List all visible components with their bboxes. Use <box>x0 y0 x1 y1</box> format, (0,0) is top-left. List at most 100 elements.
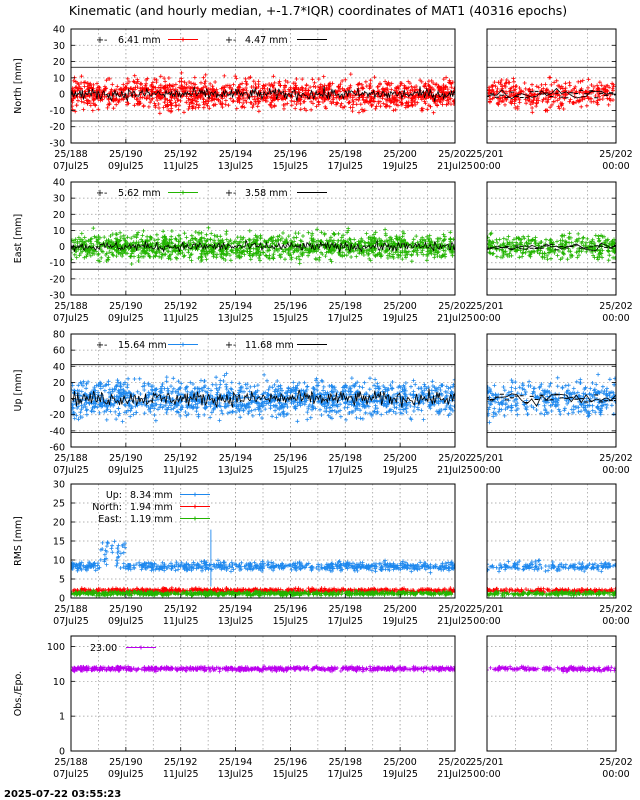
series-hourly-median-line <box>487 87 616 100</box>
series-hourly-median-line <box>71 388 455 408</box>
x-tick-label: 25/188 <box>54 453 87 464</box>
legend-name: Up: <box>106 490 122 501</box>
y-tick-label: -20 <box>49 410 65 421</box>
x-tick-sublabel: 09Jul25 <box>108 465 144 476</box>
x-tick-sublabel: 15Jul25 <box>273 313 309 324</box>
x-tick-sublabel: 09Jul25 <box>108 769 144 780</box>
legend-label: 1.94 mm <box>130 502 173 513</box>
rms-zoom-marks <box>487 558 616 598</box>
legend-prefix: +- <box>225 35 236 46</box>
x-tick-sublabel: 07Jul25 <box>53 465 89 476</box>
x-tick-sublabel: 00:00 <box>473 161 500 172</box>
y-tick-label: 0 <box>59 747 65 758</box>
rms-zoom-grid <box>487 483 616 599</box>
y-tick-label: 100 <box>47 642 65 653</box>
x-tick-sublabel: 00:00 <box>602 465 629 476</box>
x-tick-label: 25/188 <box>54 757 87 768</box>
x-tick-label: 25/198 <box>329 301 362 312</box>
legend-prefix: +- <box>96 340 107 351</box>
x-tick-label: 25/196 <box>274 757 307 768</box>
legend-name: North: <box>92 502 122 513</box>
x-tick-sublabel: 07Jul25 <box>53 313 89 324</box>
x-tick-sublabel: 00:00 <box>602 616 629 627</box>
north-ylabel: North [mm] <box>13 58 24 114</box>
x-tick-sublabel: 21Jul25 <box>437 616 473 627</box>
rms-ylabel: RMS [mm] <box>13 516 24 566</box>
y-tick-label: 80 <box>53 330 65 341</box>
x-tick-label: 25/202 <box>438 149 471 160</box>
x-tick-sublabel: 00:00 <box>602 313 629 324</box>
y-tick-label: 40 <box>53 178 65 189</box>
north-zoom-marks <box>487 75 616 115</box>
y-tick-label: 10 <box>53 226 65 237</box>
x-tick-sublabel: 19Jul25 <box>382 161 418 172</box>
x-tick-label: 25/194 <box>219 301 252 312</box>
y-tick-label: 10 <box>53 73 65 84</box>
x-tick-sublabel: 17Jul25 <box>327 616 363 627</box>
x-tick-sublabel: 13Jul25 <box>218 313 254 324</box>
north-main-marks <box>71 70 455 116</box>
x-tick-sublabel: 09Jul25 <box>108 616 144 627</box>
x-tick-label: 25/202 <box>438 301 471 312</box>
x-tick-label: 25/200 <box>383 604 416 615</box>
legend-label: 8.34 mm <box>130 490 173 501</box>
legend-prefix: +- <box>96 35 107 46</box>
x-tick-sublabel: 21Jul25 <box>437 313 473 324</box>
x-tick-label: 25/202 <box>438 757 471 768</box>
x-tick-label: 25/200 <box>383 301 416 312</box>
east-main-frame <box>70 181 456 296</box>
up-main-frame <box>70 333 456 448</box>
legend-label: 3.58 mm <box>245 188 288 199</box>
x-tick-label: 25/192 <box>164 301 197 312</box>
x-tick-sublabel: 11Jul25 <box>163 465 199 476</box>
x-tick-sublabel: 17Jul25 <box>327 313 363 324</box>
series-hourly-median-line <box>71 239 455 253</box>
x-tick-sublabel: 07Jul25 <box>53 616 89 627</box>
y-tick-label: 30 <box>53 41 65 52</box>
series-east-marks <box>487 589 616 598</box>
rms-main-grid <box>70 483 456 599</box>
x-tick-label: 25/190 <box>109 149 142 160</box>
legend-label: 6.41 mm <box>118 35 161 46</box>
x-tick-label: 25/198 <box>329 149 362 160</box>
x-tick-label: 25/198 <box>329 604 362 615</box>
x-tick-sublabel: 21Jul25 <box>437 161 473 172</box>
x-tick-sublabel: 00:00 <box>473 616 500 627</box>
y-tick-label: -40 <box>49 426 65 437</box>
x-tick-sublabel: 13Jul25 <box>218 161 254 172</box>
y-tick-label: 30 <box>53 480 65 491</box>
median-markers <box>487 243 616 251</box>
rms-yticks: 0 5 10 15 20 25 30 <box>53 480 616 605</box>
rms-main-marks <box>71 529 455 598</box>
x-tick-label: 25/196 <box>274 453 307 464</box>
y-tick-label: 20 <box>53 518 65 529</box>
y-tick-label: 20 <box>53 57 65 68</box>
x-tick-sublabel: 19Jul25 <box>382 465 418 476</box>
x-tick-label: 25/202 <box>599 757 632 768</box>
legend-marker <box>193 516 197 521</box>
y-tick-label: -20 <box>49 274 65 285</box>
x-tick-label: 25/194 <box>219 604 252 615</box>
x-tick-label: 25/196 <box>274 301 307 312</box>
x-tick-label: 25/200 <box>383 149 416 160</box>
obs-zoom-frame <box>486 635 617 752</box>
x-tick-label: 25/201 <box>470 757 503 768</box>
series-up-marks <box>487 558 616 574</box>
x-tick-sublabel: 09Jul25 <box>108 161 144 172</box>
y-tick-label: 10 <box>53 556 65 567</box>
x-tick-label: 25/198 <box>329 453 362 464</box>
series-up-marks <box>71 539 455 575</box>
